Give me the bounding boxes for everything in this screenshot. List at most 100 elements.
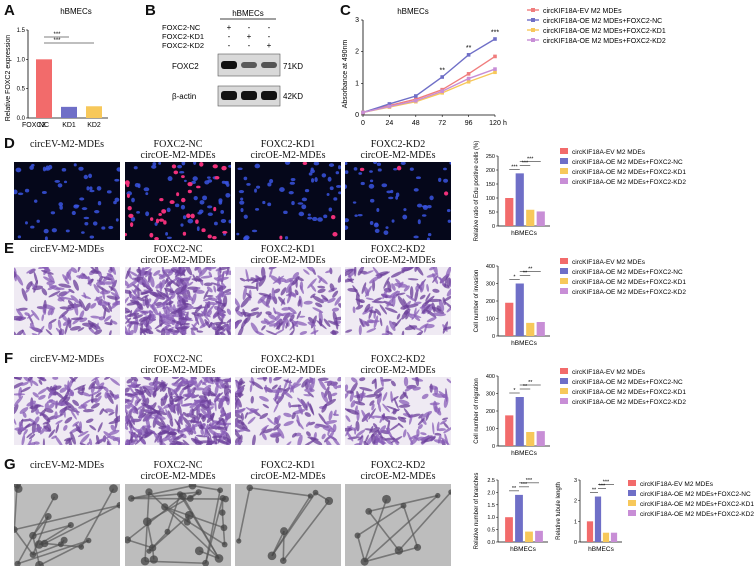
caption-line-2: circOE-M2-MDEs (360, 365, 436, 376)
blot-size-actin: 42KD (283, 92, 303, 101)
caption-line-1: FOXC2-KD2 (370, 460, 426, 471)
caption-line-1: FOXC2-KD2 (370, 139, 426, 150)
g-legend: circKIF18A-EV M2 MDEs circKIF18A-OE M2 MD… (628, 480, 754, 518)
legend-label: circKIF18A-OE M2 MDEs+FOXC2-KD1 (572, 279, 686, 286)
bar (526, 432, 535, 446)
bar (515, 173, 524, 226)
bar-chart-xlabel: hBMECs (511, 450, 537, 457)
legend-label: circKIF18A-OE M2 MDEs+FOXC2-KD1 (572, 169, 686, 176)
bar-chart-ylabel: Cell number of invasion (474, 270, 480, 333)
blot-row-label-1: FOXC2-NC (162, 23, 201, 32)
bar-ytick-label: 0.0 (487, 540, 495, 546)
c-data-point (466, 79, 471, 84)
legend-label: circKIF18A-OE M2 MDEs+FOXC2-NC (572, 159, 683, 166)
row-legend: circKIF18A-EV M2 MDEs circKIF18A-OE M2 MD… (560, 368, 686, 406)
a-ytick-label: 1.5 (17, 28, 26, 34)
panel-a-xaxis-name: FOXC2 (22, 122, 45, 129)
bar-ytick-label: 200 (486, 409, 495, 415)
caption-line-2: circOE-M2-MDEs (360, 255, 436, 266)
sig-label: *** (522, 160, 529, 166)
caption-line-1: FOXC2-KD1 (260, 139, 316, 150)
edu-fluorescence-image (125, 162, 231, 240)
c-xtick-label: 72 (438, 120, 446, 127)
bar-ytick-label: 250 (486, 154, 495, 160)
legend-label: circKIF18A-OE M2 MDEs+FOXC2-KD2 (572, 179, 686, 186)
bar-ytick-label: 200 (486, 299, 495, 305)
bar-ytick-label: 300 (486, 282, 495, 288)
bar-ytick-label: 2.5 (487, 478, 495, 484)
bar (526, 322, 535, 336)
bar-ytick-label: 2 (574, 499, 577, 505)
bar-ytick-label: 300 (486, 392, 495, 398)
panel-a-ylabel: Relative FOXC2 expression (5, 35, 12, 121)
image-caption: FOXC2-KD2 circOE-M2-MDEs (345, 460, 451, 482)
c-legend-label: circKIF18A-OE M2 MDEs+FOXC2-KD1 (543, 28, 666, 35)
bar-ytick-label: 100 (486, 317, 495, 323)
a-ytick-label: 1.0 (17, 57, 26, 63)
bar-ytick-label: 2.0 (487, 490, 495, 496)
row-legend: circKIF18A-EV M2 MDEs circKIF18A-OE M2 MD… (560, 148, 686, 186)
bar-ytick-label: 1.0 (487, 515, 495, 521)
c-xtick-label: 0 (361, 120, 365, 127)
legend-label: circKIF18A-OE M2 MDEs+FOXC2-KD2 (640, 511, 754, 518)
bar-ytick-label: 150 (486, 182, 495, 188)
legend-swatch (628, 480, 636, 486)
c-ytick-label: 3 (355, 17, 359, 24)
image-caption: FOXC2-KD2 circOE-M2-MDEs (345, 139, 451, 161)
legend-swatch (560, 388, 568, 394)
bar-chart-ylabel: Relative ratio of Edu positive cells (%) (474, 141, 480, 242)
blot-sign: - (268, 23, 271, 32)
image-caption: FOXC2-KD1 circOE-M2-MDEs (235, 460, 341, 482)
legend-swatch (560, 288, 568, 294)
bar (515, 494, 523, 542)
legend-swatch (560, 148, 568, 154)
legend-swatch (560, 368, 568, 374)
sig-label: ** (523, 271, 528, 277)
bar (505, 198, 514, 226)
caption-line-2: circEV-M2-MDEs (29, 460, 105, 471)
c-legend-label: circKIF18A-OE M2 MDEs+FOXC2-NC (543, 18, 662, 25)
panel-a-chart: hBMECs Relative FOXC2 expression 0.0 0.5 1… (5, 7, 108, 129)
c-sig-label: *** (491, 29, 499, 36)
c-data-point (414, 98, 418, 103)
image-caption: circEV-M2-MDEs (14, 460, 120, 471)
edu-fluorescence-image (345, 162, 451, 240)
panel-label: E (4, 240, 15, 257)
caption-line-2: circOE-M2-MDEs (250, 365, 326, 376)
blot-sign: - (248, 41, 251, 50)
blot-row-label-2: FOXC2-KD1 (162, 32, 204, 41)
transwell-stain-image (125, 377, 231, 445)
c-series-line (362, 55, 496, 114)
c-data-point (414, 94, 418, 98)
panel-c-title: hBMECs (397, 7, 429, 16)
image-caption: FOXC2-KD2 circOE-M2-MDEs (345, 354, 451, 376)
bar-ytick-label: 1.5 (487, 503, 495, 509)
transwell-stain-image (345, 377, 451, 445)
image-caption: FOXC2-NC circOE-M2-MDEs (125, 244, 231, 266)
caption-line-2: circOE-M2-MDEs (250, 255, 326, 266)
legend-label: circKIF18A-OE M2 MDEs+FOXC2-KD1 (640, 501, 754, 508)
bar (536, 211, 545, 226)
bar-chart-ylabel: Relative number of branches (474, 473, 480, 550)
image-caption: FOXC2-NC circOE-M2-MDEs (125, 354, 231, 376)
c-xtick-label: 24 (386, 120, 394, 127)
sig-label: ** (528, 380, 533, 386)
g-bar-chart-branches: Relative number of branches 0.0 0.5 1.0 1.5 2… (474, 473, 548, 553)
blot-row-label-3: FOXC2-KD2 (162, 41, 204, 50)
legend-label: circKIF18A-OE M2 MDEs+FOXC2-KD2 (572, 289, 686, 296)
transwell-stain-image (345, 267, 451, 335)
bar-chart-ylabel: Relative tubule length (556, 482, 562, 540)
edu-fluorescence-image (14, 162, 120, 240)
image-caption: circEV-M2-MDEs (14, 139, 120, 150)
caption-line-2: circOE-M2-MDEs (250, 471, 326, 482)
c-data-point (466, 76, 471, 81)
panel-label: D (4, 135, 15, 152)
image-caption: FOXC2-KD2 circOE-M2-MDEs (345, 244, 451, 266)
bar-ytick-label: 200 (486, 168, 495, 174)
row-bar-chart: Cell number of migration 0 100 200 300 400 hBM… (474, 374, 550, 457)
c-data-point (493, 37, 497, 41)
bar (536, 431, 545, 446)
legend-label: circKIF18A-OE M2 MDEs+FOXC2-NC (572, 379, 683, 386)
caption-line-2: circEV-M2-MDEs (29, 244, 105, 255)
